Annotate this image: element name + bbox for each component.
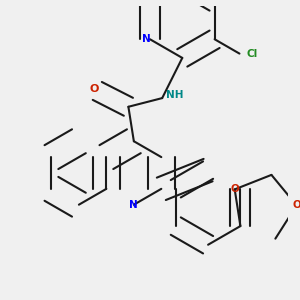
Text: NH: NH [167,90,184,100]
Text: O: O [292,200,300,210]
Text: N: N [142,34,151,44]
Text: O: O [89,85,98,94]
Text: O: O [230,184,239,194]
Text: Cl: Cl [247,49,258,58]
Text: N: N [130,200,138,210]
